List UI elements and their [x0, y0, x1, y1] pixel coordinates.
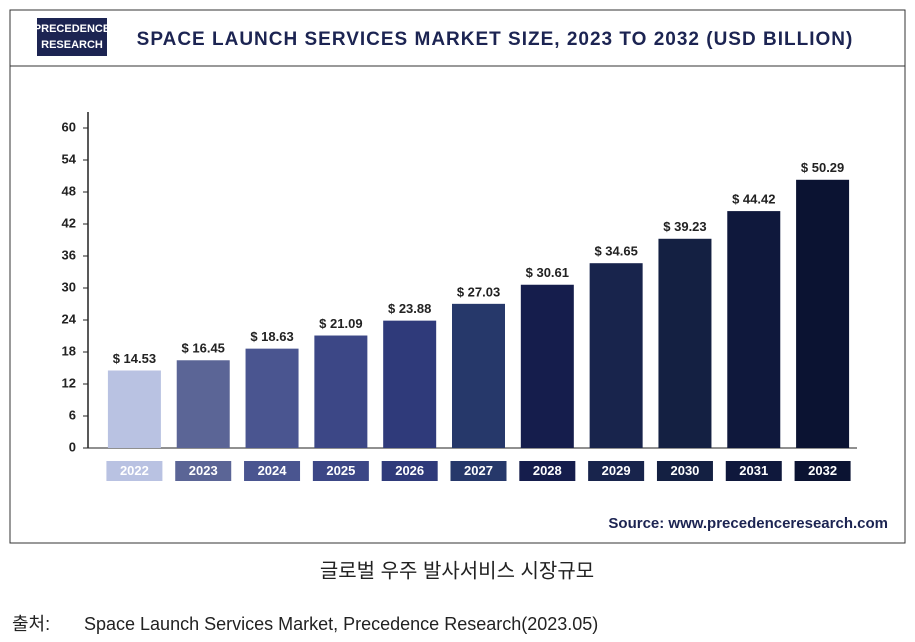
y-tick-label: 54 [62, 151, 77, 166]
value-label: $ 14.53 [113, 351, 156, 366]
bar [589, 263, 643, 448]
value-label: $ 21.09 [319, 316, 362, 331]
y-tick-label: 48 [62, 183, 76, 198]
bar [383, 320, 437, 448]
category-box [794, 461, 851, 481]
logo-line: RESEARCH [41, 39, 103, 51]
citation-label: 출처: [12, 614, 50, 634]
bar [520, 284, 574, 448]
y-tick-label: 42 [62, 215, 76, 230]
y-tick-label: 60 [62, 119, 76, 134]
y-tick-label: 30 [62, 279, 76, 294]
value-label: $ 39.23 [663, 219, 706, 234]
bar [176, 360, 230, 448]
bar [107, 370, 161, 448]
caption: 글로벌 우주 발사서비스 시장규모 [320, 559, 594, 582]
category-box [450, 461, 507, 481]
value-label: $ 23.88 [388, 301, 431, 316]
y-tick-label: 0 [69, 439, 76, 454]
bar [452, 303, 505, 448]
value-label: $ 27.03 [457, 284, 500, 299]
value-label: $ 50.29 [801, 160, 844, 175]
value-label: $ 30.61 [526, 265, 569, 280]
x-tick-label: 2023 [189, 463, 218, 478]
logo-line: PRECEDENCE [34, 23, 110, 35]
y-tick-label: 24 [62, 311, 77, 326]
x-tick-label: 2024 [258, 463, 288, 478]
bar [245, 348, 299, 448]
citation-text: Space Launch Services Market, Precedence… [84, 614, 598, 634]
x-tick-label: 2026 [395, 463, 424, 478]
bar [658, 238, 712, 448]
x-tick-label: 2027 [464, 463, 493, 478]
value-label: $ 44.42 [732, 192, 775, 207]
category-box [725, 461, 782, 481]
y-tick-label: 18 [62, 343, 76, 358]
source: Source: www.precedenceresearch.com [608, 515, 888, 532]
x-tick-label: 2032 [808, 463, 837, 478]
category-box [381, 461, 438, 481]
bar [314, 335, 368, 448]
x-tick-label: 2028 [533, 463, 562, 478]
y-tick-label: 6 [69, 407, 76, 422]
category-box [175, 461, 232, 481]
y-tick-label: 12 [62, 375, 76, 390]
bar [727, 211, 781, 448]
y-tick-label: 36 [62, 247, 76, 262]
value-label: $ 16.45 [182, 341, 225, 356]
x-tick-label: 2025 [326, 463, 355, 478]
category-box [519, 461, 576, 481]
category-box [106, 461, 163, 481]
logo-box [37, 18, 107, 56]
chart-title: SPACE LAUNCH SERVICES MARKET SIZE, 2023 … [137, 29, 854, 50]
value-label: $ 18.63 [250, 329, 293, 344]
category-box [312, 461, 369, 481]
category-box [244, 461, 301, 481]
category-box [588, 461, 645, 481]
x-tick-label: 2030 [670, 463, 699, 478]
bar [796, 179, 850, 448]
x-tick-label: 2022 [120, 463, 149, 478]
category-box [656, 461, 713, 481]
x-tick-label: 2029 [602, 463, 631, 478]
value-label: $ 34.65 [594, 244, 637, 259]
x-tick-label: 2031 [739, 463, 768, 478]
